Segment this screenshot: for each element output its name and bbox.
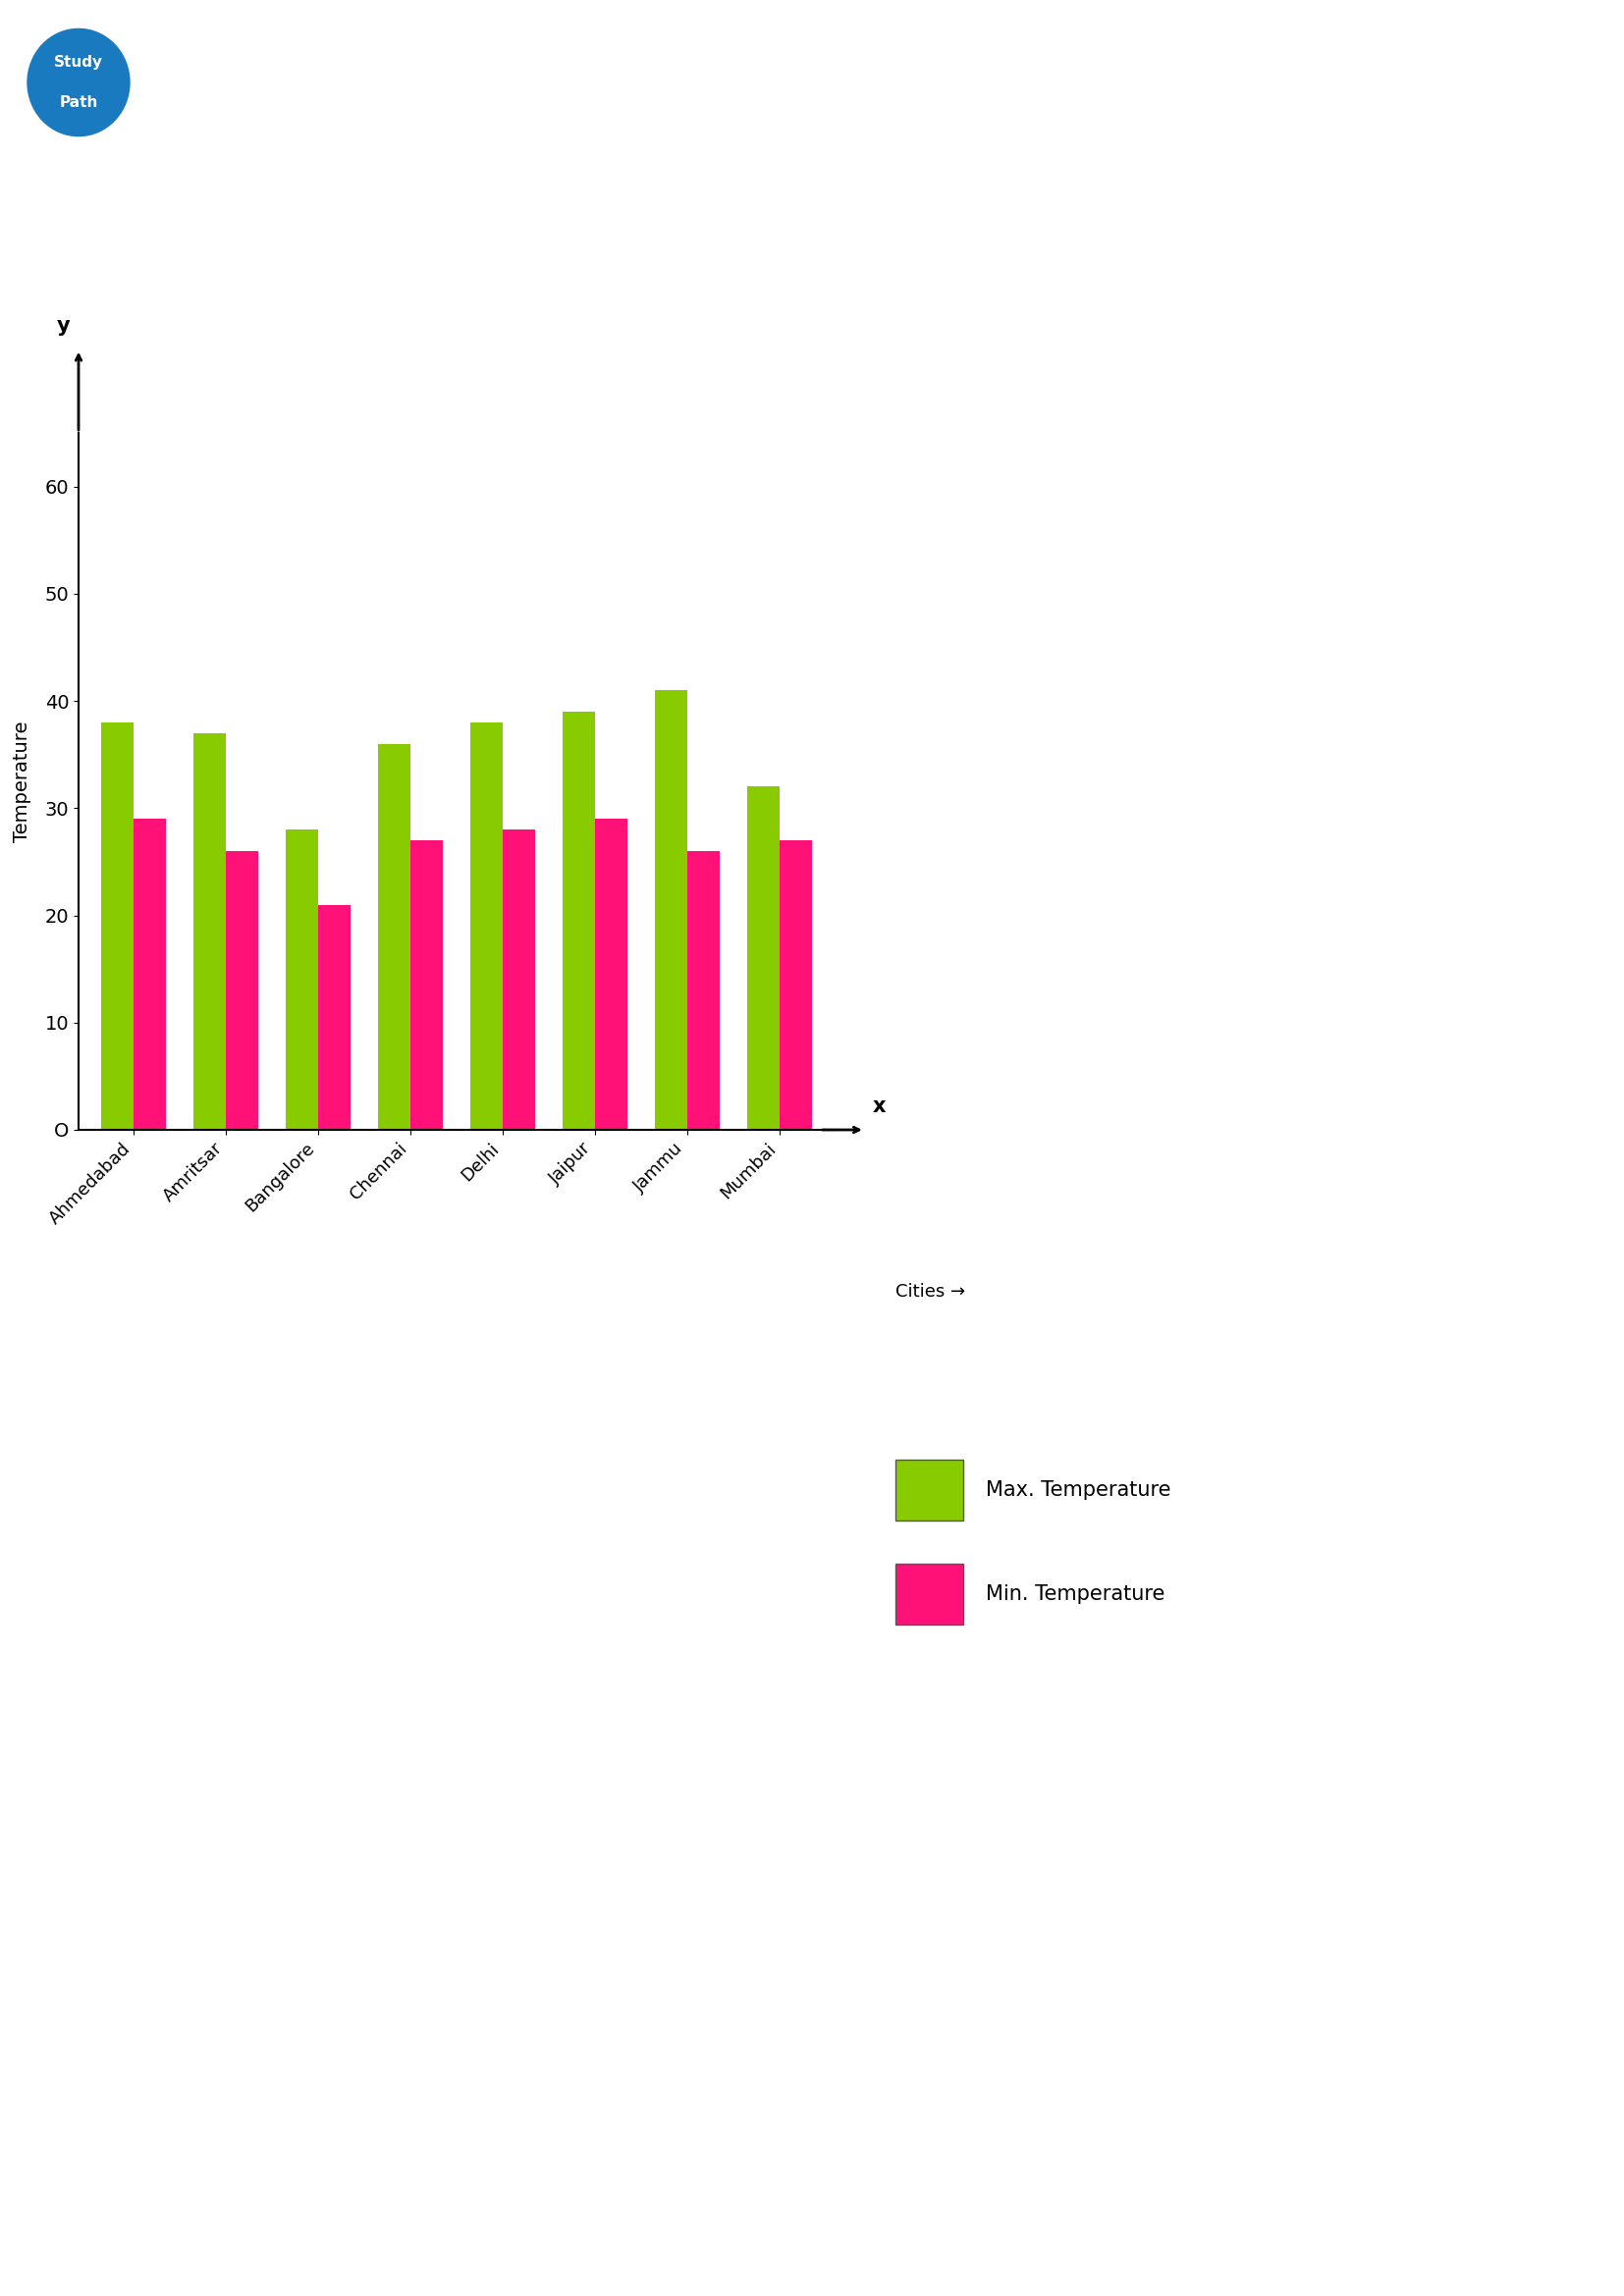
- Bar: [780, 840, 812, 1130]
- Bar: [226, 852, 258, 1130]
- Bar: [318, 905, 351, 1130]
- Text: Chapter 3: Data Handling: Chapter 3: Data Handling: [617, 122, 1007, 149]
- Text: Study: Study: [54, 55, 102, 71]
- Text: Min. Temperature: Min. Temperature: [986, 1584, 1166, 1605]
- Bar: [562, 712, 594, 1130]
- Bar: [471, 723, 503, 1130]
- Bar: [378, 744, 411, 1130]
- Text: Path: Path: [58, 94, 97, 110]
- Ellipse shape: [11, 11, 145, 152]
- Bar: [895, 1460, 963, 1520]
- Y-axis label: Temperature: Temperature: [13, 721, 31, 843]
- Bar: [747, 788, 780, 1130]
- Bar: [193, 732, 226, 1130]
- Bar: [133, 820, 166, 1130]
- Ellipse shape: [28, 30, 130, 135]
- Text: Max. Temperature: Max. Temperature: [986, 1481, 1171, 1499]
- Text: Class - 7: Class - 7: [754, 18, 870, 46]
- Bar: [594, 820, 627, 1130]
- Bar: [411, 840, 443, 1130]
- Bar: [895, 1564, 963, 1623]
- Text: Cities →: Cities →: [895, 1283, 965, 1302]
- Bar: [503, 829, 534, 1130]
- Bar: [286, 829, 318, 1130]
- Bar: [654, 691, 687, 1130]
- Bar: [102, 723, 133, 1130]
- Text: Mathematics – NCERT Solutions: Mathematics – NCERT Solutions: [547, 69, 1077, 96]
- Text: y: y: [57, 315, 70, 335]
- Text: Page 6 of 7: Page 6 of 7: [744, 2241, 880, 2264]
- Bar: [687, 852, 719, 1130]
- Text: x: x: [872, 1095, 885, 1116]
